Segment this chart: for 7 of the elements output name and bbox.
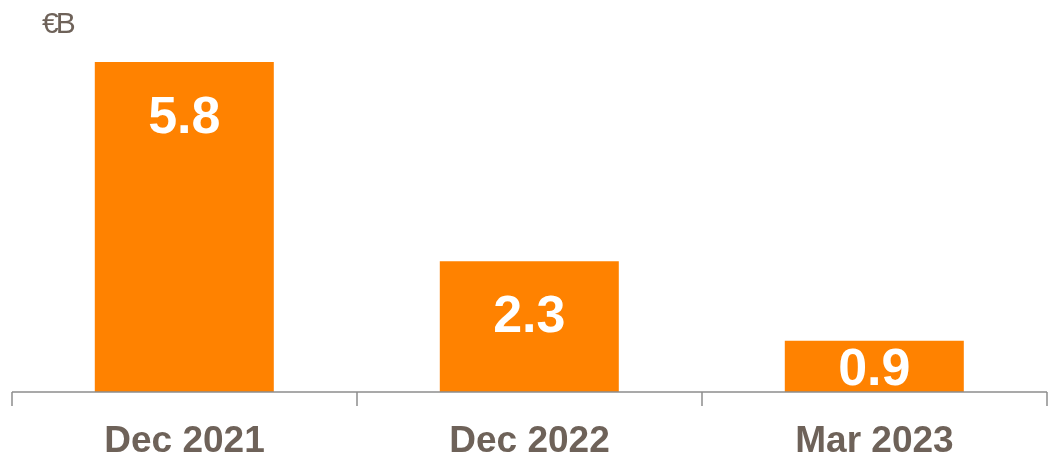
data-label: 2.3 (493, 284, 566, 343)
data-label: 0.9 (838, 338, 911, 397)
x-tick-label: Dec 2022 (449, 419, 610, 460)
x-tick-label: Mar 2023 (795, 419, 954, 460)
data-label: 5.8 (148, 85, 221, 144)
y-axis-title: €B (42, 6, 73, 40)
x-tick-label: Dec 2021 (104, 419, 265, 460)
